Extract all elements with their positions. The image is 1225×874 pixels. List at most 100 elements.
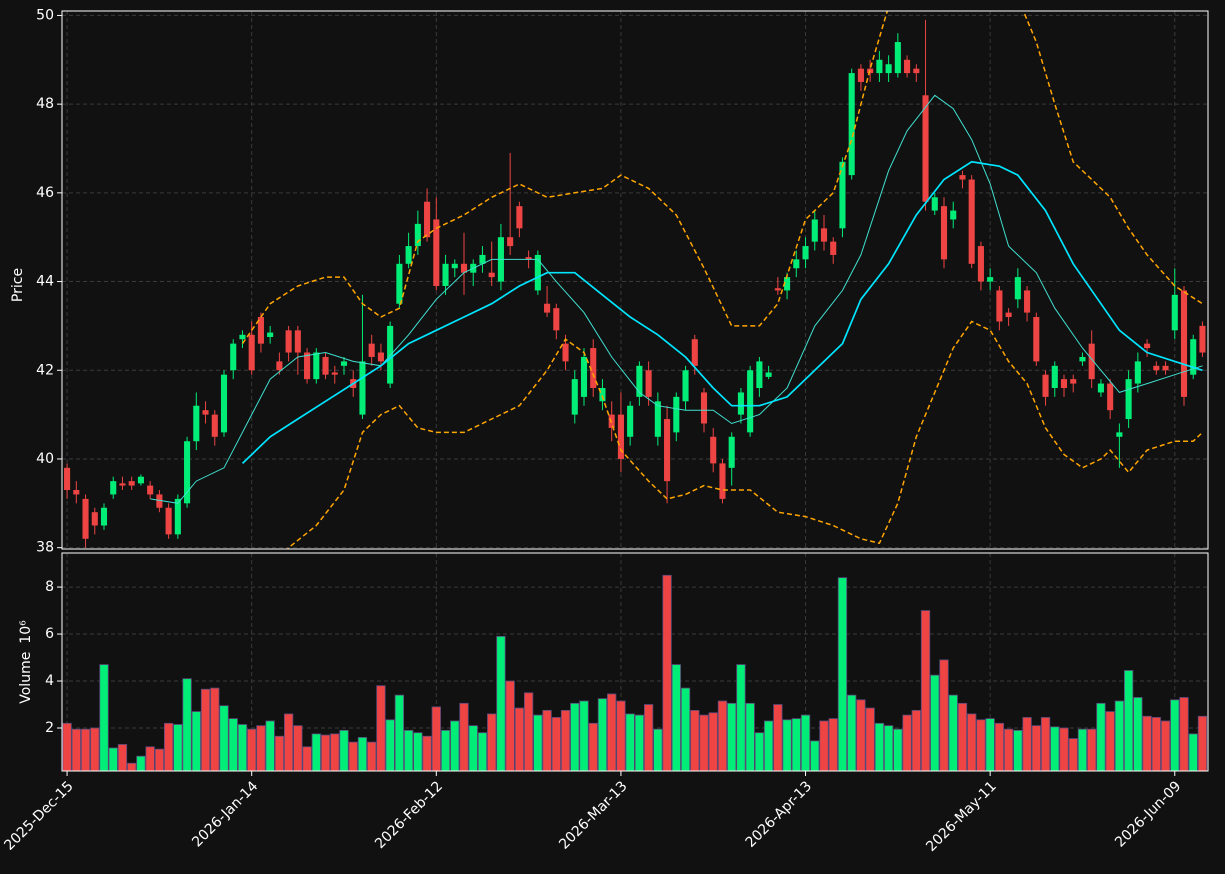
volume-bar (985, 718, 995, 771)
volume-bar (699, 714, 709, 771)
candle-body (848, 73, 855, 176)
volume-bar (865, 707, 875, 771)
candle-body (691, 339, 698, 366)
volume-bar (883, 725, 894, 771)
volume-bar (819, 720, 829, 771)
volume-bar (1068, 738, 1078, 771)
candle-body (664, 419, 671, 482)
candle-body (128, 481, 135, 486)
candle-body (267, 332, 274, 337)
volume-bar (403, 729, 414, 771)
volume-bar (948, 694, 958, 771)
candle-body (424, 201, 431, 238)
candle-body (451, 263, 458, 269)
bollinger-band (241, 11, 1203, 345)
candle-body (1144, 343, 1151, 349)
candle-body (830, 241, 837, 255)
candle-body (774, 288, 781, 291)
volume-bar (228, 718, 238, 771)
volume-bar (763, 720, 774, 771)
volume-bar (930, 674, 940, 771)
candle-body (331, 372, 338, 375)
candle-body (91, 512, 98, 526)
volume-bar (856, 699, 866, 771)
volume-bar (847, 694, 857, 771)
volume-bar (210, 687, 220, 771)
volume-bar (385, 719, 395, 771)
volume-bar (394, 694, 405, 771)
candle-body (876, 59, 883, 74)
volume-bar (200, 688, 211, 771)
candle-body (802, 246, 809, 260)
volume-bar (560, 709, 571, 771)
candle-body (636, 365, 643, 397)
volume-bar (440, 729, 451, 771)
volume-bar (191, 711, 201, 771)
volume-bar (967, 713, 977, 771)
candle-body (239, 334, 246, 340)
candle-body (119, 483, 126, 486)
volume-bar (957, 702, 968, 771)
volume-bar (662, 574, 672, 771)
candle-body (959, 175, 966, 180)
moving-average (150, 94, 1203, 504)
volume-bar (828, 718, 838, 771)
volume-bar (477, 732, 488, 771)
volume-bar (653, 728, 663, 771)
candle-body (1153, 365, 1160, 371)
volume-bar (1087, 728, 1097, 771)
volume-bar (773, 704, 783, 771)
volume-bar (367, 741, 377, 771)
volume-bar (514, 707, 525, 771)
volume-label-scale: 10⁶ (18, 620, 34, 644)
volume-bar (1133, 697, 1143, 771)
volume-bar (1013, 729, 1023, 771)
y-tick-label: 44 (36, 274, 54, 290)
candle-body (580, 356, 588, 397)
volume-bar (311, 733, 321, 771)
candle-body (839, 161, 846, 229)
volume-bar (791, 718, 801, 771)
volume-bar (634, 714, 645, 771)
volume-bar (523, 692, 534, 771)
candle-body (904, 59, 911, 74)
candle-body (507, 237, 514, 247)
volume-bar (902, 714, 912, 771)
candle-body (304, 352, 311, 380)
candle-body (793, 259, 800, 269)
candle-body (1033, 317, 1040, 362)
volume-bar (357, 737, 368, 771)
candle-body (211, 414, 218, 437)
y-tick-label: 2 (45, 720, 54, 736)
candle-body (516, 206, 523, 229)
candle-body (525, 257, 532, 260)
volume-bar (551, 717, 561, 771)
candle-body (184, 441, 191, 504)
volume-bar (1077, 728, 1088, 771)
volume-bar (717, 700, 728, 771)
volume-bar (754, 732, 765, 771)
volume-bar (837, 577, 848, 771)
volume-bar (1151, 717, 1161, 771)
candle-body (377, 352, 384, 362)
candle-body (940, 206, 948, 260)
candle-body (479, 254, 486, 264)
candle-body (747, 370, 754, 433)
volume-bar (607, 693, 617, 771)
volume-bar (80, 728, 91, 771)
volume-bar (487, 713, 497, 771)
volume-bar (782, 719, 792, 771)
volume-bar (570, 702, 580, 771)
candle-body (460, 263, 468, 273)
candle-body (931, 197, 938, 211)
bollinger-band (286, 320, 1204, 549)
volume-bar (431, 706, 441, 771)
volume-bar (643, 704, 654, 771)
candle-body (811, 219, 818, 242)
candle-body (1171, 294, 1178, 331)
volume-bar (616, 700, 626, 771)
candle-body (165, 507, 172, 535)
candle-body (922, 95, 929, 202)
candle-body (433, 219, 440, 286)
